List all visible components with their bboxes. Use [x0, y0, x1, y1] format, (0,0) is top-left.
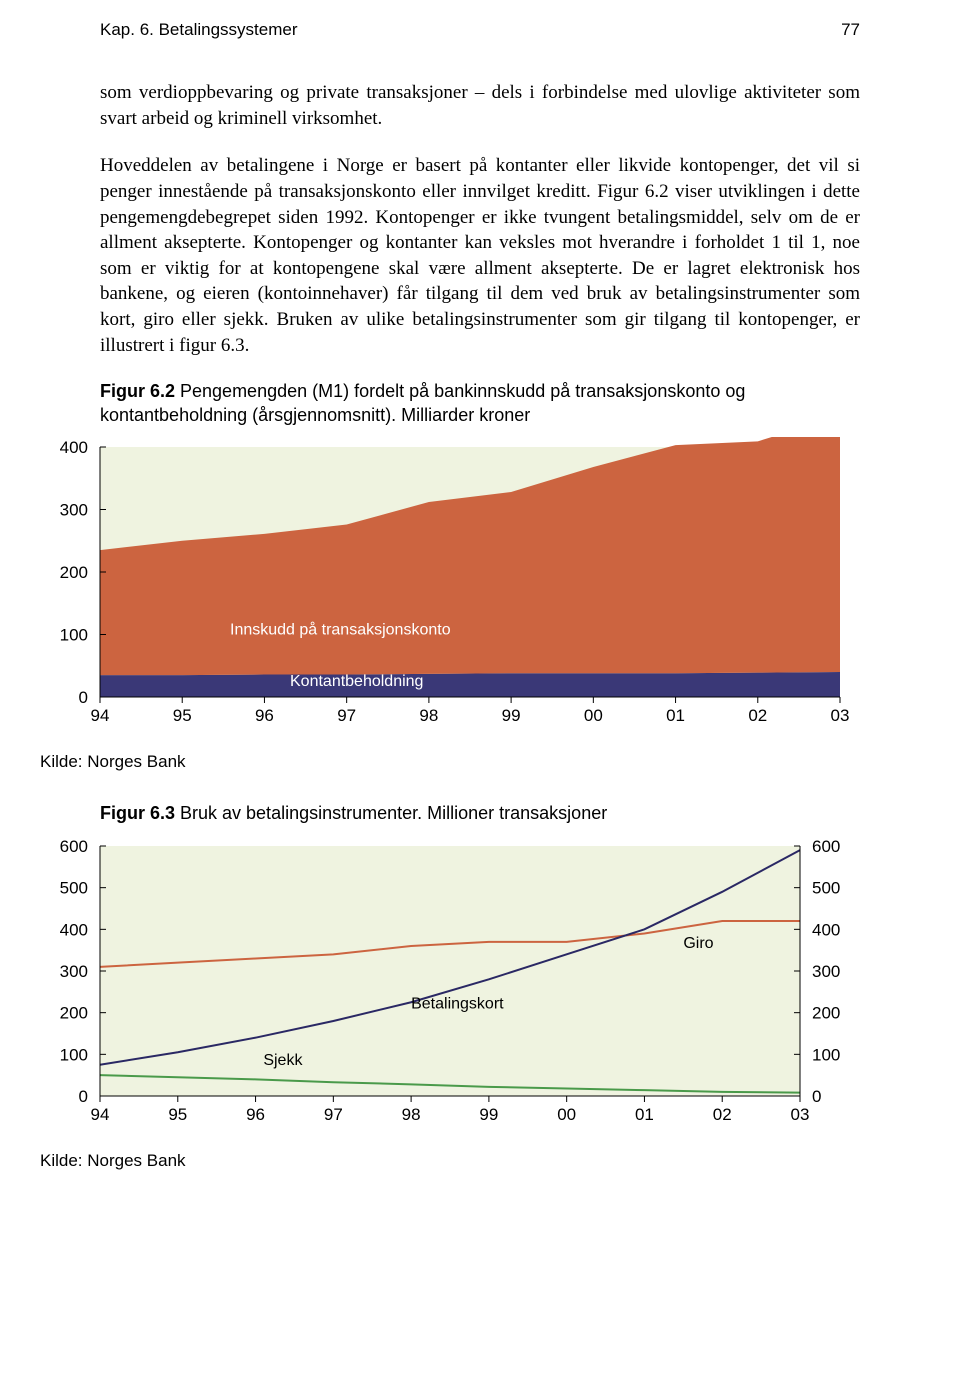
svg-text:300: 300	[812, 962, 840, 981]
paragraph-1: som verdioppbevaring og private transaks…	[100, 80, 860, 131]
fig62-caption: Figur 6.2 Pengemengden (M1) fordelt på b…	[100, 380, 860, 427]
svg-text:0: 0	[812, 1087, 821, 1106]
fig63-chart: 0010010020020030030040040050050060060094…	[40, 836, 880, 1126]
svg-text:200: 200	[60, 1003, 88, 1022]
svg-text:600: 600	[60, 837, 88, 856]
svg-text:96: 96	[246, 1105, 265, 1124]
svg-text:0: 0	[79, 688, 88, 707]
svg-text:01: 01	[635, 1105, 654, 1124]
fig62-svg: 0 100 200 300 400 94 95 96 97 98 99 00 01 02 03 Innskud…	[40, 437, 860, 727]
svg-text:95: 95	[168, 1105, 187, 1124]
fig63-source: Kilde: Norges Bank	[40, 1151, 860, 1171]
svg-text:98: 98	[402, 1105, 421, 1124]
svg-text:95: 95	[173, 706, 192, 725]
svg-text:200: 200	[812, 1003, 840, 1022]
fig62-caption-rest: Pengemengden (M1) fordelt på bankinnskud…	[100, 381, 745, 424]
svg-text:02: 02	[748, 706, 767, 725]
fig62-chart: 0 100 200 300 400 94 95 96 97 98 99 00 01 02 03 Innskud…	[40, 437, 880, 727]
fig62-source: Kilde: Norges Bank	[40, 752, 860, 772]
svg-text:97: 97	[324, 1105, 343, 1124]
svg-text:100: 100	[812, 1045, 840, 1064]
fig63-svg: 0010010020020030030040040050050060060094…	[40, 836, 860, 1126]
svg-text:100: 100	[60, 626, 88, 645]
svg-text:00: 00	[584, 706, 603, 725]
svg-text:600: 600	[812, 837, 840, 856]
svg-text:94: 94	[91, 706, 110, 725]
svg-text:500: 500	[812, 878, 840, 897]
chapter-label: Kap. 6. Betalingssystemer	[100, 20, 297, 40]
svg-text:94: 94	[91, 1105, 110, 1124]
svg-text:99: 99	[502, 706, 521, 725]
svg-text:Innskudd på transaksjonskonto: Innskudd på transaksjonskonto	[230, 621, 451, 639]
svg-text:Betalingskort: Betalingskort	[411, 995, 504, 1012]
svg-text:Giro: Giro	[683, 935, 713, 952]
page-header: Kap. 6. Betalingssystemer 77	[100, 20, 860, 40]
fig62-caption-bold: Figur 6.2	[100, 381, 175, 401]
svg-text:400: 400	[60, 920, 88, 939]
fig63-caption: Figur 6.3 Bruk av betalingsinstrumenter.…	[100, 802, 860, 825]
svg-text:03: 03	[791, 1105, 810, 1124]
svg-text:97: 97	[337, 706, 356, 725]
paragraph-2: Hoveddelen av betalingene i Norge er bas…	[100, 153, 860, 358]
page-number: 77	[841, 20, 860, 40]
svg-text:Sjekk: Sjekk	[263, 1051, 303, 1068]
svg-text:300: 300	[60, 501, 88, 520]
svg-text:400: 400	[60, 438, 88, 457]
svg-text:300: 300	[60, 962, 88, 981]
svg-text:01: 01	[666, 706, 685, 725]
svg-text:96: 96	[255, 706, 274, 725]
svg-text:100: 100	[60, 1045, 88, 1064]
svg-text:0: 0	[79, 1087, 88, 1106]
svg-text:98: 98	[419, 706, 438, 725]
svg-text:200: 200	[60, 563, 88, 582]
fig63-caption-rest: Bruk av betalingsinstrumenter. Millioner…	[175, 803, 607, 823]
svg-text:400: 400	[812, 920, 840, 939]
svg-text:02: 02	[713, 1105, 732, 1124]
svg-text:03: 03	[831, 706, 850, 725]
svg-text:00: 00	[557, 1105, 576, 1124]
fig63-caption-bold: Figur 6.3	[100, 803, 175, 823]
svg-text:Kontantbeholdning: Kontantbeholdning	[290, 673, 423, 690]
svg-text:99: 99	[479, 1105, 498, 1124]
svg-text:500: 500	[60, 878, 88, 897]
